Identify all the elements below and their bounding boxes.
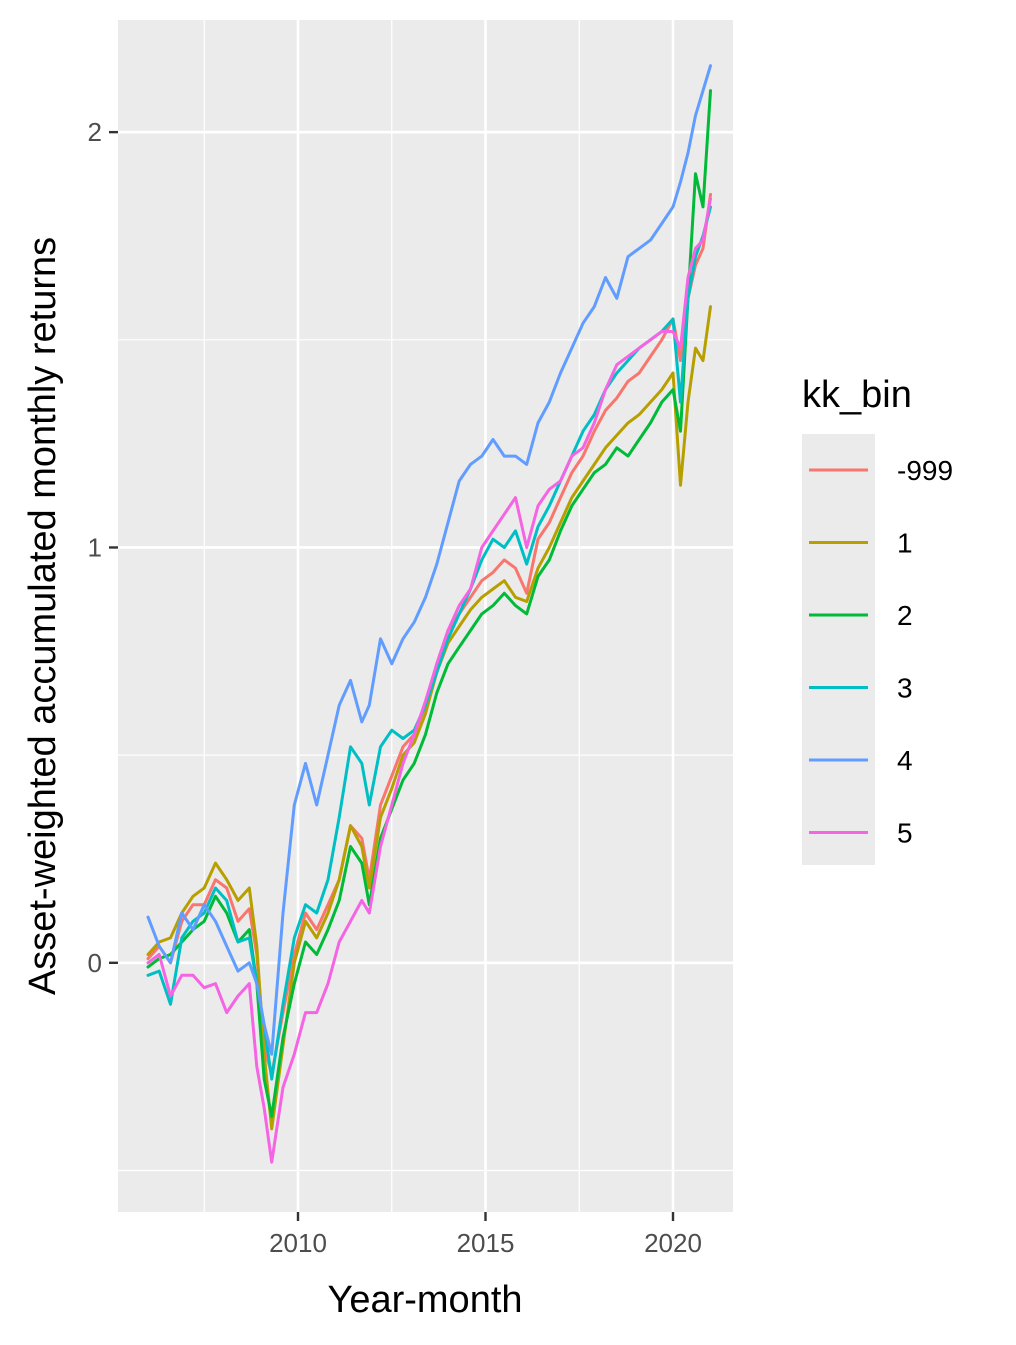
legend-label-3: 3 [897,673,913,704]
series-lines [146,64,712,1164]
x-tick-label: 2010 [269,1228,327,1258]
x-tick-label: 2020 [644,1228,702,1258]
legend: kk_bin -999 1 2 3 4 5 [802,374,953,865]
y-tick-label: 0 [88,948,102,978]
plot-panel [118,20,733,1212]
x-tick-label: 2015 [457,1228,515,1258]
x-axis-title: Year-month [327,1279,522,1321]
y-tick-label: 2 [88,117,102,147]
legend-title: kk_bin [802,374,912,416]
grid-lines [118,20,733,1212]
legend-key-background [802,434,875,865]
series-line-2 [146,89,712,1118]
y-axis-title: Asset-weighted accumulated monthly retur… [22,237,64,995]
legend-label-2: 2 [897,600,913,631]
legend-label--999: -999 [897,455,953,486]
legend-label-5: 5 [897,818,913,849]
y-tick-label: 1 [88,532,102,562]
series-line-5 [146,197,712,1164]
series-line-4 [146,64,712,1056]
legend-items: -999 1 2 3 4 5 [809,455,953,849]
legend-label-1: 1 [897,528,913,559]
legend-label-4: 4 [897,745,913,776]
series-line-3 [146,205,712,1081]
axes: 0 1 2 2010 2015 2020 [88,117,702,1258]
